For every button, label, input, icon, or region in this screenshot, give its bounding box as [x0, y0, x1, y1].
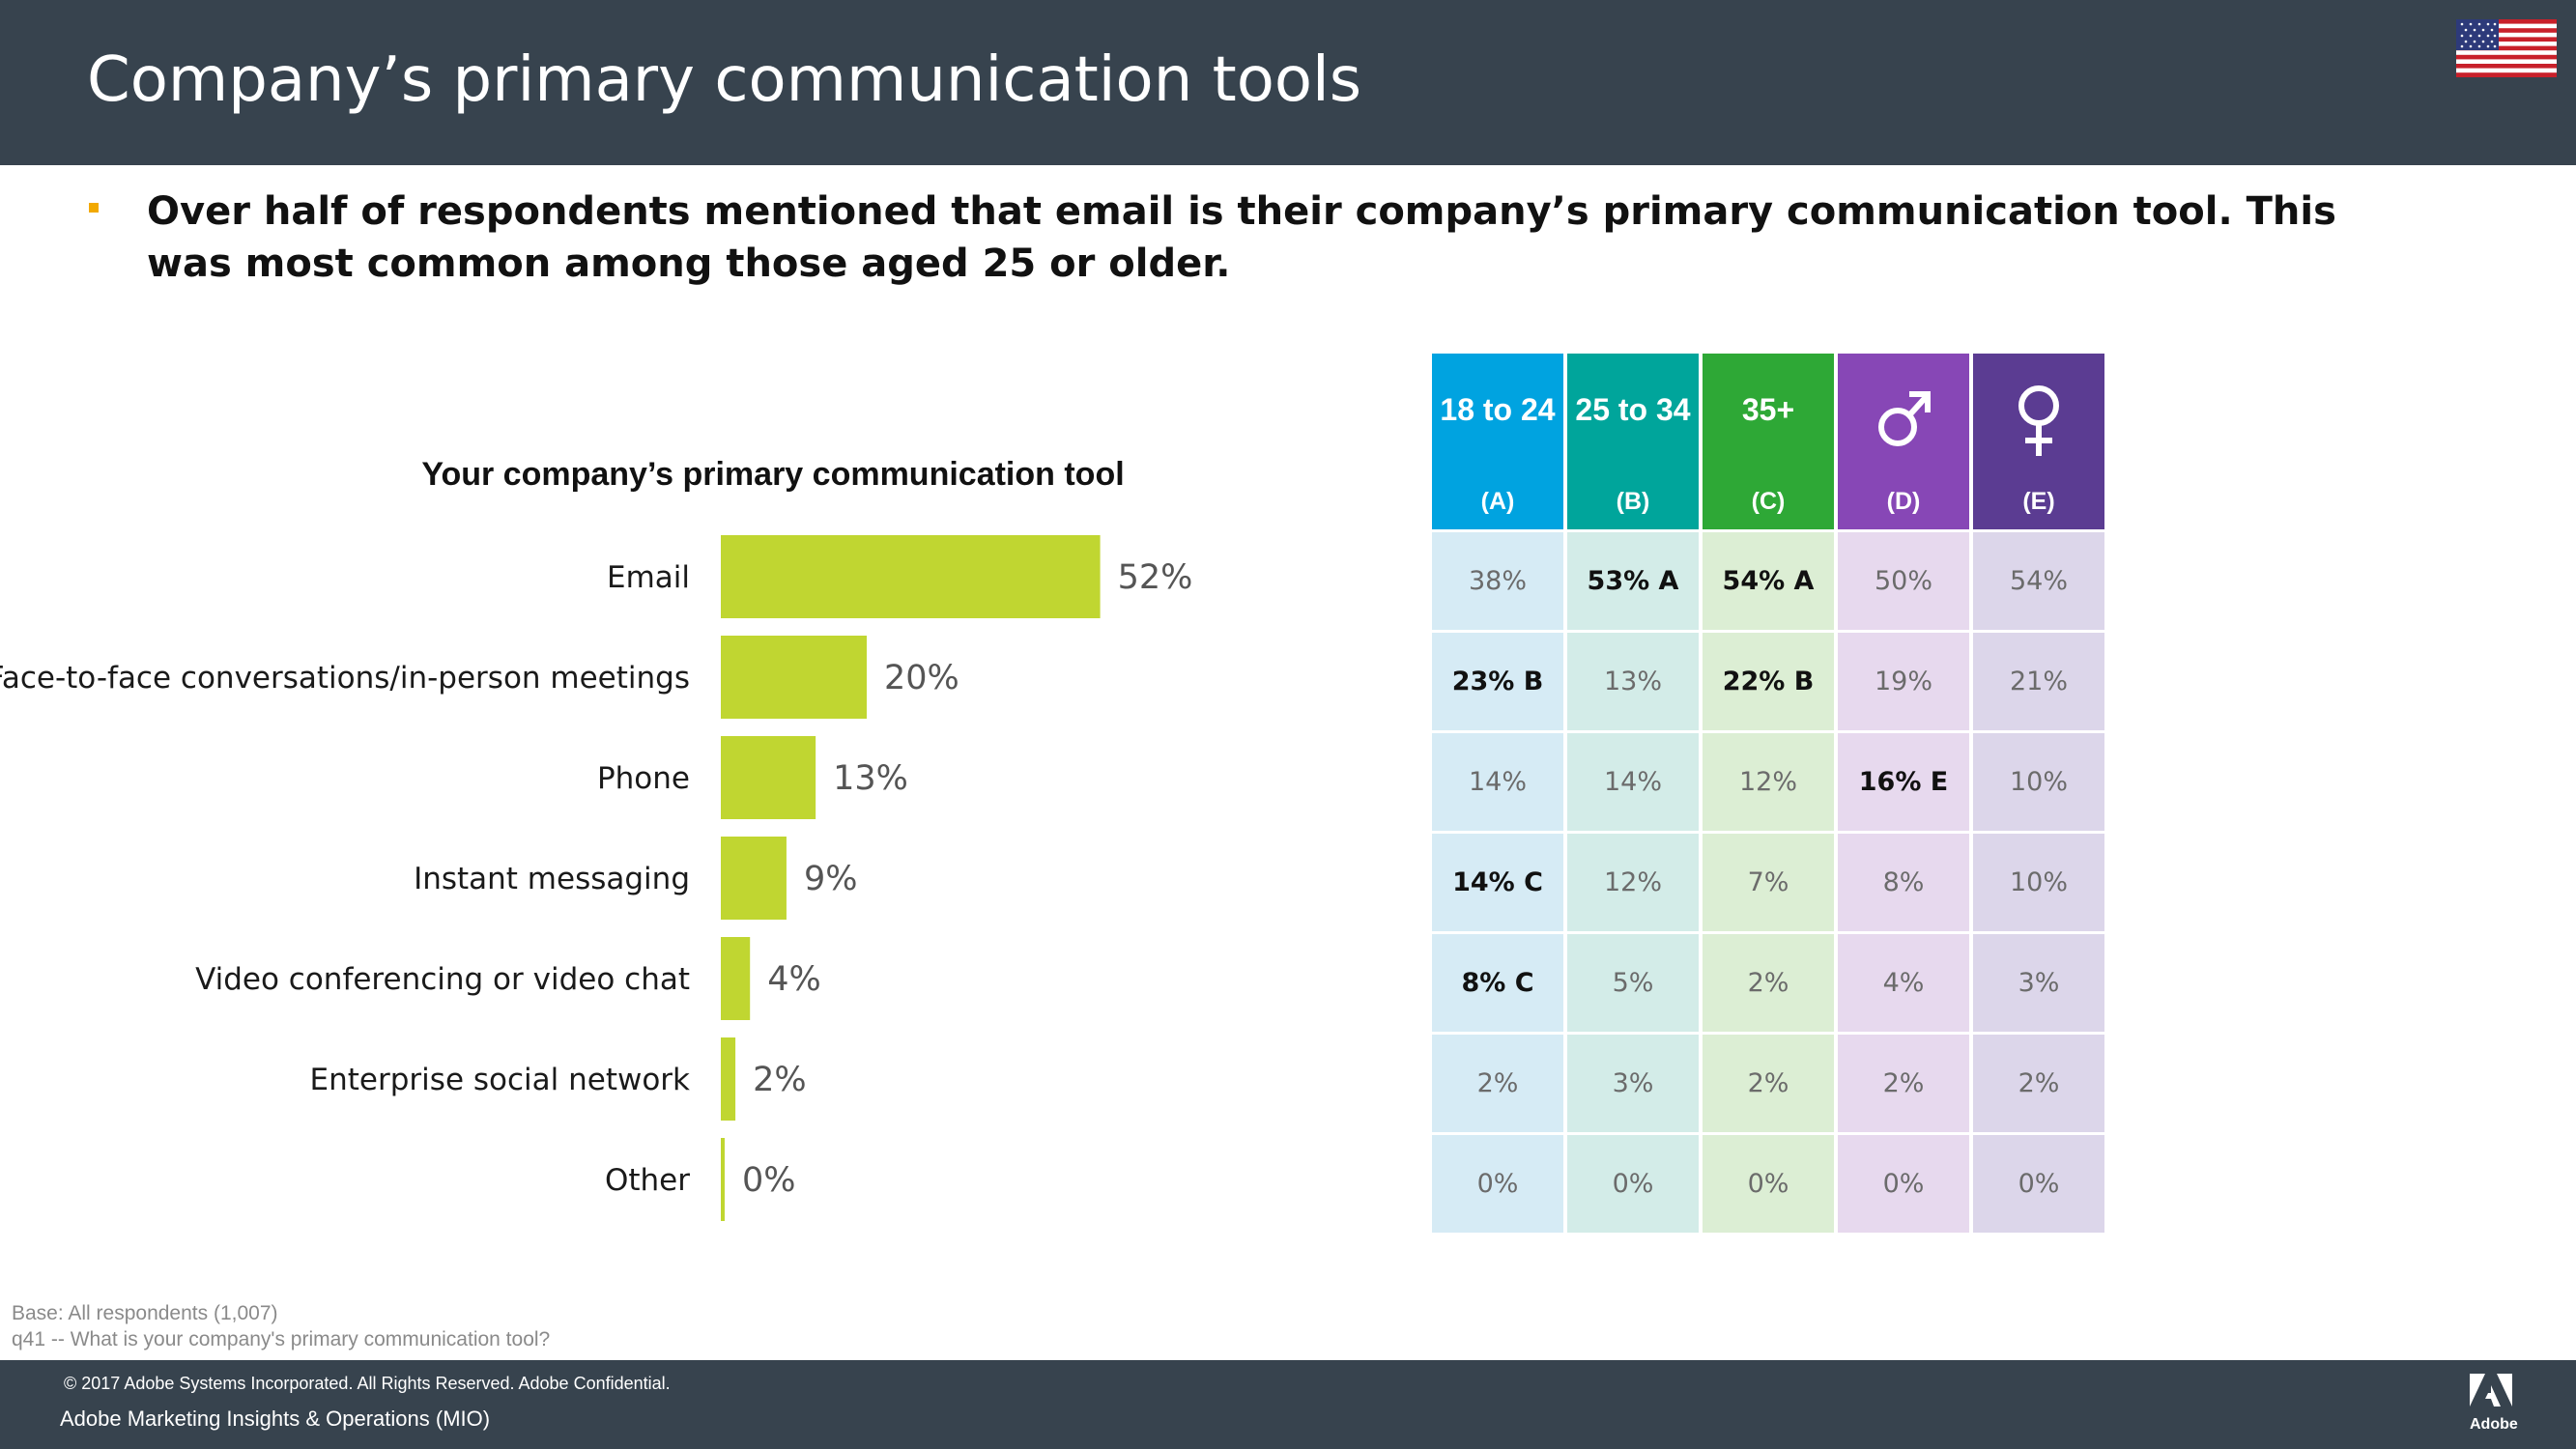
column-letter: (C): [1751, 488, 1786, 515]
category-label: Instant messaging: [414, 862, 690, 896]
bar-3: [721, 837, 787, 920]
column-header: 25 to 34 (B): [1567, 354, 1699, 529]
table-cell: 10%: [1973, 733, 2104, 831]
adobe-logo-text: Adobe: [2470, 1416, 2518, 1433]
value-label: 20%: [884, 659, 959, 697]
table-cell: 3%: [1973, 934, 2104, 1032]
bar-5: [721, 1037, 736, 1121]
value-label: 2%: [753, 1061, 807, 1099]
copyright-text: © 2017 Adobe Systems Incorporated. All R…: [64, 1374, 671, 1393]
table-cell: 0%: [1838, 1135, 1969, 1233]
bar-2: [721, 736, 816, 819]
table-cell: 5%: [1567, 934, 1699, 1032]
table-cell: 3%: [1567, 1035, 1699, 1132]
bar-1: [721, 636, 867, 719]
table-cell: 54% A: [1703, 532, 1834, 630]
table-cell: 8% C: [1432, 934, 1563, 1032]
header-bar: Company’s primary communication tools: [0, 0, 2576, 165]
column-label: 35+: [1741, 392, 1795, 427]
table-cell: 16% E: [1838, 733, 1969, 831]
column-label: 25 to 34: [1575, 392, 1691, 427]
table-cell: 13%: [1567, 633, 1699, 730]
table-cell: 10%: [1973, 834, 2104, 931]
table-cell: 2%: [1703, 934, 1834, 1032]
column-letter: (B): [1616, 488, 1650, 515]
table-cell: 19%: [1838, 633, 1969, 730]
column-header: 35+ (C): [1703, 354, 1834, 529]
table-cell: 53% A: [1567, 532, 1699, 630]
bullet-marker: [89, 203, 99, 213]
column-letter: (E): [2022, 488, 2055, 515]
bar-6: [721, 1138, 725, 1221]
male-symbol-icon: [1878, 391, 1931, 446]
value-label: 4%: [767, 960, 821, 999]
category-label: Other: [605, 1163, 690, 1198]
department-text: Adobe Marketing Insights & Operations (M…: [60, 1406, 491, 1431]
column-header: 18 to 24 (A): [1432, 354, 1563, 529]
column-letter: (A): [1480, 488, 1515, 515]
value-label: 9%: [804, 860, 858, 898]
table-cell: 2%: [1703, 1035, 1834, 1132]
table-cell: 2%: [1432, 1035, 1563, 1132]
table-cell: 0%: [1567, 1135, 1699, 1233]
chart-title: Your company’s primary communication too…: [421, 456, 1125, 493]
category-label: Face-to-face conversations/in-person mee…: [0, 661, 690, 696]
value-label: 52%: [1118, 558, 1193, 597]
column-label: 18 to 24: [1440, 392, 1556, 427]
table-cell: 12%: [1703, 733, 1834, 831]
footer-bar: [0, 1360, 2576, 1449]
page-title: Company’s primary communication tools: [87, 44, 1362, 116]
table-cell: 23% B: [1432, 633, 1563, 730]
value-label: 0%: [742, 1161, 796, 1200]
adobe-logo-icon: [2470, 1374, 2512, 1406]
category-label: Video conferencing or video chat: [195, 962, 690, 997]
table-cell: 0%: [1703, 1135, 1834, 1233]
value-label: 13%: [833, 759, 908, 798]
female-symbol-icon: [2018, 385, 2059, 456]
table-cell: 22% B: [1703, 633, 1834, 730]
table-cell: 7%: [1703, 834, 1834, 931]
table-cell: 21%: [1973, 633, 2104, 730]
bar-chart: Email 52% Face-to-face conversations/in-pe…: [0, 535, 1193, 1221]
table-cell: 0%: [1973, 1135, 2104, 1233]
table-cell: 14% C: [1432, 834, 1563, 931]
category-label: Phone: [597, 761, 690, 796]
us-flag-icon: [2456, 19, 2557, 77]
key-finding-text: Over half of respondents mentioned that …: [147, 189, 2336, 286]
table-cell: 38%: [1432, 532, 1563, 630]
table-cell: 12%: [1567, 834, 1699, 931]
bar-4: [721, 937, 751, 1020]
table-cell: 14%: [1567, 733, 1699, 831]
bar-0: [721, 535, 1101, 618]
table-cell: 14%: [1432, 733, 1563, 831]
column-letter: (D): [1886, 488, 1921, 515]
table-cell: 50%: [1838, 532, 1969, 630]
category-label: Enterprise social network: [310, 1063, 690, 1097]
table-cell: 4%: [1838, 934, 1969, 1032]
crosstab-table: 18 to 24 (A) 25 to 34 (B) 35+ (C) (D) (E) 38% 53%…: [1432, 354, 2104, 1233]
table-cell: 0%: [1432, 1135, 1563, 1233]
table-cell: 54%: [1973, 532, 2104, 630]
table-cell: 8%: [1838, 834, 1969, 931]
column-header: (D): [1838, 354, 1969, 529]
column-header: (E): [1973, 354, 2104, 529]
base-note: Base: All respondents (1,007): [12, 1302, 278, 1324]
question-note: q41 -- What is your company's primary co…: [12, 1328, 551, 1350]
category-label: Email: [607, 560, 690, 595]
table-cell: 2%: [1838, 1035, 1969, 1132]
table-cell: 2%: [1973, 1035, 2104, 1132]
